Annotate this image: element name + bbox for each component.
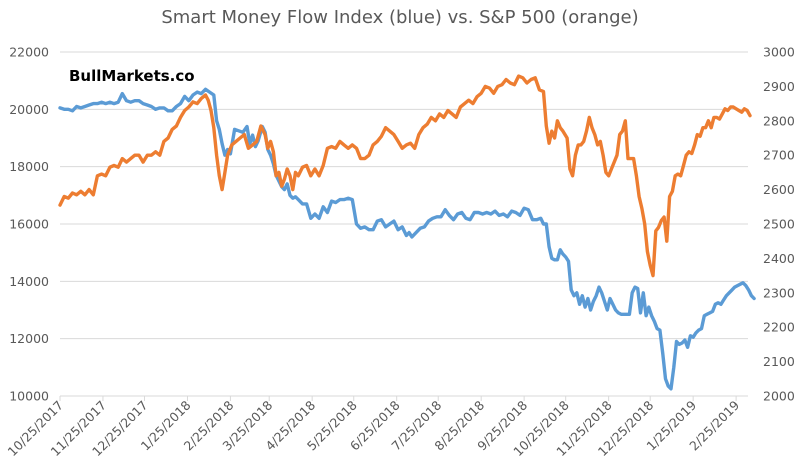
right-axis-tick-label: 2400 [763,251,795,266]
left-axis-tick-label: 22000 [9,45,49,60]
right-axis-tick-label: 2200 [763,320,795,335]
left-axis-ticks: 10000 12000 14000 16000 18000 20000 22000 [9,45,49,404]
right-axis-tick-label: 2300 [763,285,795,300]
smart-money-series-line [58,87,756,391]
right-axis-tick-label: 2700 [763,148,795,163]
chart-title: Smart Money Flow Index (blue) vs. S&P 50… [161,7,638,28]
left-axis-tick-label: 14000 [9,274,49,289]
right-axis-tick-label: 2800 [763,113,795,128]
right-axis-tick-label: 2500 [763,217,795,232]
left-axis-tick-label: 16000 [9,217,49,232]
right-axis-tick-label: 2000 [763,389,795,404]
left-axis-tick-label: 12000 [9,331,49,346]
left-axis-tick-label: 10000 [9,389,49,404]
right-axis-tick-label: 3000 [763,45,795,60]
right-axis-tick-label: 2100 [763,354,795,369]
right-axis-ticks: 2000 2100 2200 2300 2400 2500 2600 2700 2800 2900… [763,45,795,404]
left-axis-tick-label: 18000 [9,159,49,174]
left-axis-tick-label: 20000 [9,102,49,117]
series-layer [58,74,756,391]
x-axis: 10/25/201711/25/201712/25/20171/25/20182… [5,395,748,459]
right-axis-tick-label: 2900 [763,79,795,94]
right-axis-tick-label: 2600 [763,182,795,197]
sp500-series-line [58,74,752,278]
watermark-label: BullMarkets.co [69,67,195,85]
